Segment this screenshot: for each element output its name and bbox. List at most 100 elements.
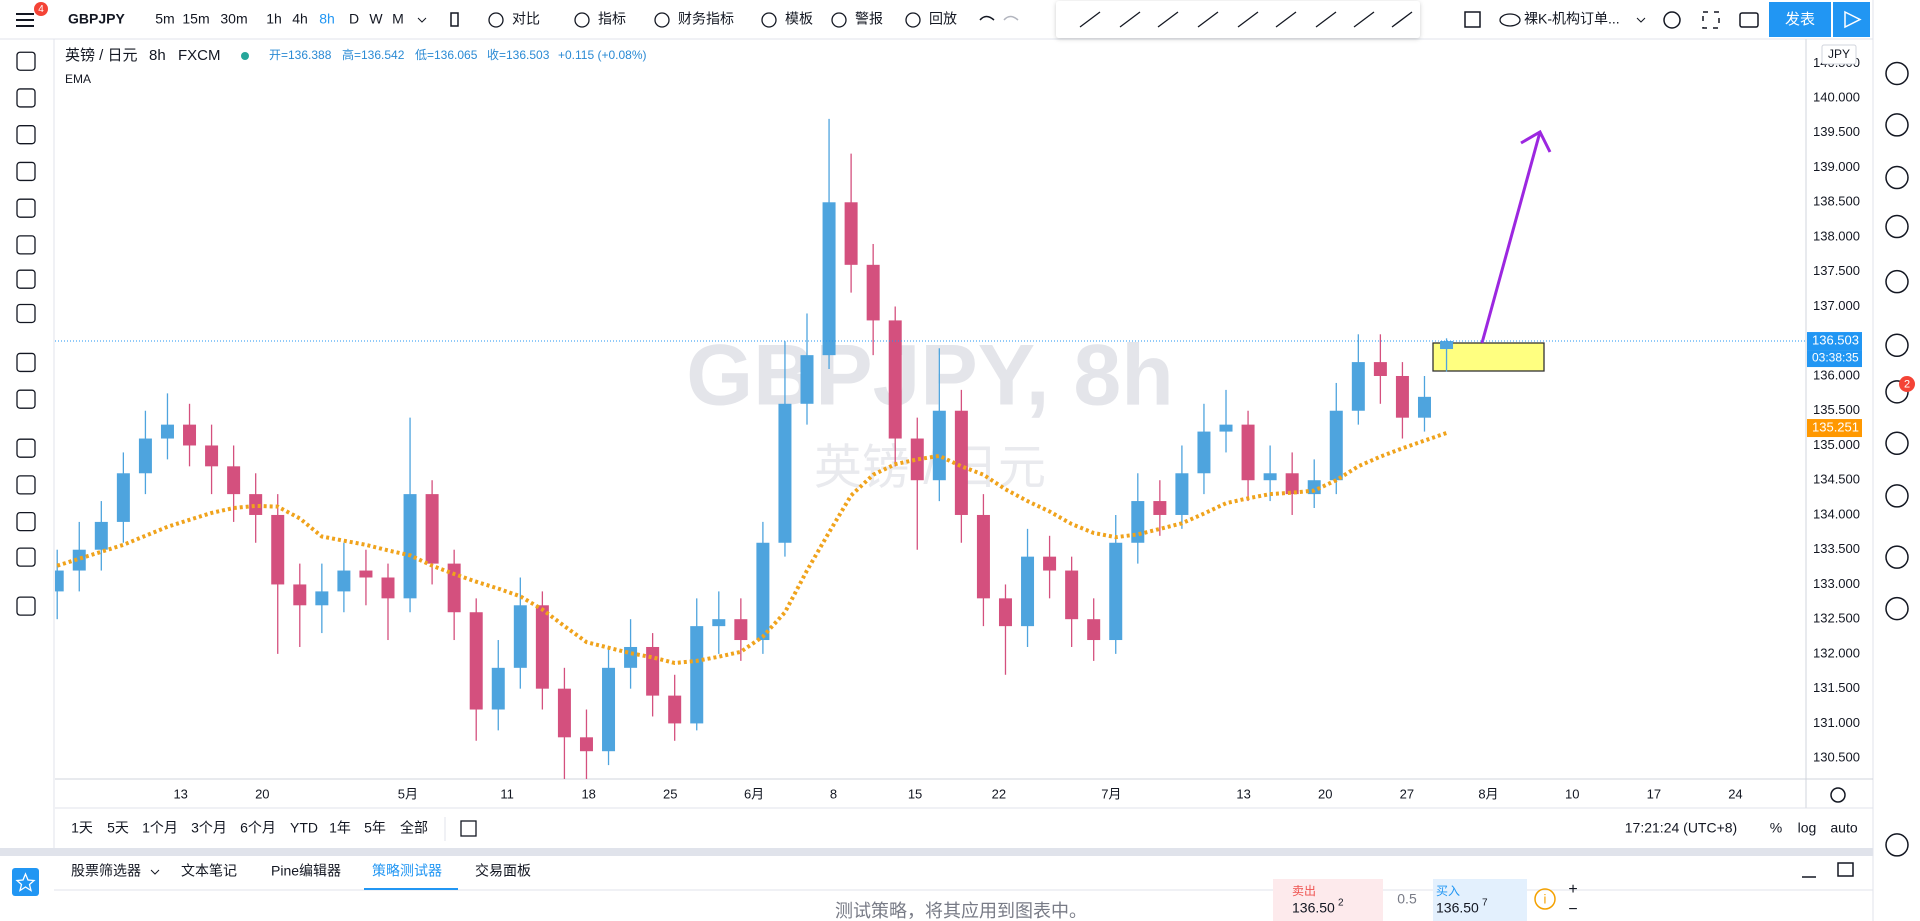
tool-icon[interactable]	[16, 511, 36, 532]
snapshot-icon[interactable]	[1739, 12, 1759, 28]
ema-price-box	[1807, 419, 1862, 438]
sidebar-icon[interactable]	[1885, 214, 1909, 239]
sidebar-icon[interactable]	[1885, 333, 1909, 358]
maximize-icon[interactable]	[1837, 862, 1854, 877]
panel-tab[interactable]: Pine编辑器	[271, 863, 341, 879]
badge	[34, 2, 48, 16]
panel-tab[interactable]: 策略测试器	[372, 863, 442, 879]
range-button[interactable]: 5天	[107, 820, 129, 836]
interval-button[interactable]: 4h	[292, 11, 308, 27]
redo-icon[interactable]	[1003, 15, 1019, 21]
drawing-tool-icon[interactable]	[1237, 11, 1259, 28]
play-button[interactable]	[1833, 2, 1870, 37]
interval-button[interactable]: W	[369, 11, 383, 27]
sidebar-icon[interactable]	[1885, 596, 1909, 621]
sidebar-icon[interactable]	[1885, 545, 1909, 569]
candle-body	[1417, 396, 1431, 418]
scale-option[interactable]: %	[1770, 820, 1782, 836]
interval-button[interactable]: 15m	[182, 11, 209, 27]
sidebar-icon[interactable]	[1885, 165, 1909, 190]
info-icon[interactable]	[1534, 888, 1556, 910]
drawing-tool-icon[interactable]	[1315, 11, 1337, 28]
scale-option[interactable]: auto	[1830, 820, 1857, 836]
candle-body	[293, 584, 307, 606]
candle-body	[1307, 480, 1321, 495]
sidebar-icon[interactable]	[1885, 61, 1909, 86]
toolbar-button[interactable]: 财务指标	[678, 11, 734, 27]
interval-button[interactable]: 1h	[266, 11, 282, 27]
panel-tab[interactable]: 交易面板	[475, 863, 531, 879]
range-button[interactable]: 6个月	[240, 820, 276, 836]
tool-icon[interactable]	[16, 235, 36, 255]
range-button[interactable]: YTD	[290, 820, 318, 836]
drawing-tool-icon[interactable]	[1119, 11, 1141, 28]
layout-name[interactable]: 裸K-机构订单...	[1524, 11, 1620, 27]
drawn-arrow[interactable]	[1480, 131, 1542, 344]
interval-button[interactable]: 8h	[319, 11, 335, 27]
panel-gap	[0, 848, 1873, 856]
fullscreen-icon[interactable]	[1702, 11, 1720, 29]
drawing-tool-icon[interactable]	[1353, 11, 1375, 28]
drawing-tool-icon[interactable]	[1275, 11, 1297, 28]
buy-box[interactable]	[1433, 879, 1527, 921]
tool-icon[interactable]	[16, 352, 36, 373]
candle-body	[205, 445, 219, 467]
sell-price: 136.50	[1292, 900, 1335, 916]
tool-icon[interactable]	[16, 51, 36, 71]
range-button[interactable]: 全部	[400, 820, 428, 836]
range-button[interactable]: 3个月	[191, 820, 227, 836]
clock[interactable]: 17:21:24 (UTC+8)	[1625, 820, 1737, 836]
tool-icon[interactable]	[16, 161, 36, 182]
tool-icon[interactable]	[16, 303, 36, 324]
interval-button[interactable]: D	[349, 11, 359, 27]
tool-icon[interactable]	[16, 438, 36, 458]
drawing-tool-icon[interactable]	[1197, 11, 1219, 28]
settings-icon[interactable]	[1663, 11, 1681, 29]
axis-settings-icon[interactable]	[1830, 787, 1846, 803]
toolbar-button[interactable]: 对比	[512, 11, 540, 27]
interval-button[interactable]: 30m	[220, 11, 247, 27]
sidebar-icon[interactable]	[1885, 269, 1909, 294]
drawing-tool-icon[interactable]	[1157, 11, 1179, 28]
layout-icon[interactable]	[1464, 11, 1481, 28]
tool-icon[interactable]	[16, 475, 36, 495]
menu-icon[interactable]	[16, 13, 34, 27]
scale-option[interactable]: log	[1798, 820, 1817, 836]
tool-icon[interactable]	[16, 125, 36, 145]
tool-icon[interactable]	[16, 269, 36, 289]
panel-tab[interactable]: 文本笔记	[181, 863, 237, 879]
tool-icon[interactable]	[16, 547, 36, 567]
minus-glyph[interactable]: −	[1568, 901, 1577, 918]
goto-icon[interactable]	[460, 820, 477, 837]
range-button[interactable]: 1年	[329, 820, 351, 836]
favorites-button[interactable]	[12, 868, 39, 896]
interval-button[interactable]: 5m	[155, 11, 174, 27]
range-button[interactable]: 1天	[71, 820, 93, 836]
undo-icon[interactable]	[979, 15, 995, 21]
toolbar-button[interactable]: 模板	[785, 11, 813, 27]
y-tick-label: 133.000	[1813, 576, 1860, 591]
interval-button[interactable]: M	[392, 11, 404, 27]
toolbar-button[interactable]: 回放	[929, 11, 957, 27]
toolbar-button[interactable]: 警报	[855, 11, 883, 27]
drawing-tool-icon[interactable]	[1391, 11, 1413, 28]
candle-body	[425, 494, 439, 564]
sidebar-icon[interactable]	[1885, 484, 1909, 508]
candle-body	[579, 737, 593, 752]
publish-button[interactable]	[1769, 2, 1831, 37]
tool-icon[interactable]	[16, 88, 36, 108]
drawing-tool-icon[interactable]	[1079, 11, 1101, 28]
sidebar-icon[interactable]	[1885, 431, 1909, 456]
sidebar-icon[interactable]	[1885, 113, 1909, 137]
candle-body	[1219, 424, 1233, 432]
sell-box[interactable]	[1273, 879, 1383, 921]
tool-icon[interactable]	[16, 596, 36, 616]
panel-tab[interactable]: 股票筛选器	[71, 863, 141, 879]
sidebar-icon[interactable]	[1885, 833, 1909, 857]
tool-icon[interactable]	[16, 389, 36, 409]
toolbar-button[interactable]: 指标	[598, 11, 626, 27]
tool-icon[interactable]	[16, 198, 36, 218]
range-button[interactable]: 1个月	[142, 820, 178, 836]
range-button[interactable]: 5年	[364, 820, 386, 836]
plus-glyph[interactable]: +	[1568, 881, 1577, 898]
